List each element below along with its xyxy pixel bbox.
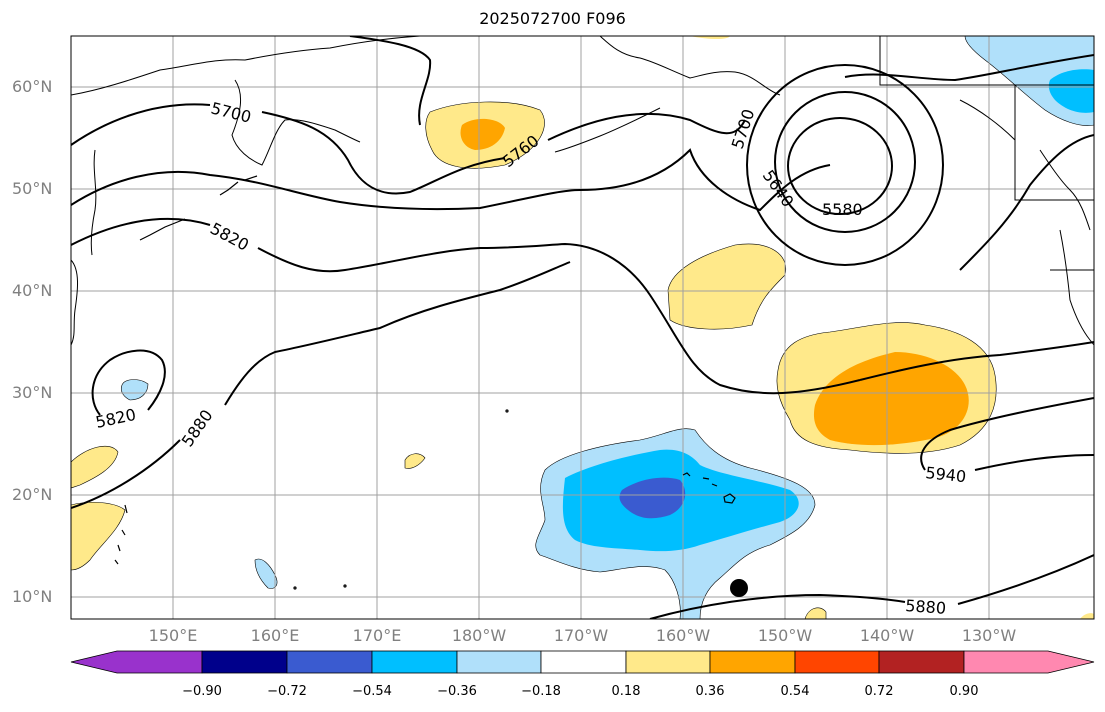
lat-label: 60°N xyxy=(12,77,53,96)
lon-label: 160°W xyxy=(655,626,711,645)
lon-label: 130°W xyxy=(961,626,1017,645)
lon-label: 180°W xyxy=(451,626,507,645)
colorbar-tick-label: −0.54 xyxy=(352,684,392,699)
contour-label: 5700 xyxy=(209,98,253,126)
lat-label: 50°N xyxy=(12,179,53,198)
lat-label: 20°N xyxy=(12,485,53,504)
storm-position-dot xyxy=(730,579,748,597)
colorbar-tick-label: 0.54 xyxy=(780,684,810,699)
colorbar-tick-label: 0.36 xyxy=(695,684,725,699)
lon-label: 150°E xyxy=(148,626,198,645)
lat-label: 30°N xyxy=(12,383,53,402)
height-contours xyxy=(71,36,1094,619)
colorbar xyxy=(70,650,1095,674)
negative-anomaly-areas xyxy=(120,36,1094,619)
colorbar-tick-label: −0.90 xyxy=(182,684,222,699)
lon-label: 140°W xyxy=(859,626,915,645)
lat-label: 10°N xyxy=(12,587,53,606)
contour-label: 5880 xyxy=(178,406,217,450)
contour-label: 5820 xyxy=(94,405,138,432)
coastlines xyxy=(71,36,1094,346)
contour-label: 5940 xyxy=(925,463,967,486)
colorbar-tick-label: 0.90 xyxy=(949,684,979,699)
colorbar-tick-label: 0.72 xyxy=(864,684,894,699)
lon-label: 170°W xyxy=(553,626,609,645)
islands xyxy=(114,175,736,590)
contour-label: 5820 xyxy=(207,219,252,255)
lon-label: 150°W xyxy=(757,626,813,645)
lon-label: 160°E xyxy=(250,626,300,645)
lon-label: 170°E xyxy=(352,626,402,645)
lat-label: 40°N xyxy=(12,281,53,300)
map-title: 2025072700 F096 xyxy=(479,9,626,28)
colorbar-tick-label: −0.18 xyxy=(521,684,561,699)
map-frame xyxy=(70,35,1095,620)
colorbar-tick-label: 0.18 xyxy=(611,684,641,699)
colorbar-tick-label: −0.72 xyxy=(267,684,307,699)
contour-label: 5580 xyxy=(822,200,863,219)
colorbar-tick-label: −0.36 xyxy=(437,684,477,699)
contour-label: 5880 xyxy=(905,596,947,618)
